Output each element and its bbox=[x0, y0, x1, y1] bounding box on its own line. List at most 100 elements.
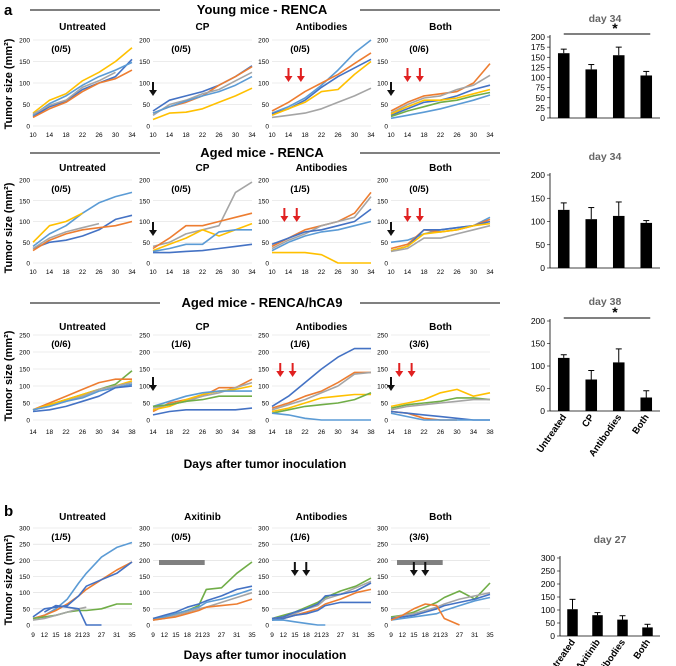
series-line-lightblue bbox=[152, 588, 253, 621]
y-tick-label: 150 bbox=[19, 59, 30, 66]
x-tick-label: 10 bbox=[29, 269, 37, 276]
y-tick-label: 250 bbox=[258, 333, 269, 340]
bar-y-tick-label: 75 bbox=[536, 83, 546, 93]
bar-y-tick-label: 25 bbox=[536, 103, 546, 113]
series-line-green bbox=[390, 397, 491, 409]
line-panel-r0-p2: 0 50 100 150 200 10 14 18 22 26 30 34 Antibodies (0/5… bbox=[258, 22, 375, 139]
series-line-lightblue bbox=[32, 541, 133, 620]
bar bbox=[640, 75, 653, 118]
bar-y-tick-label: 100 bbox=[531, 73, 545, 83]
y-tick-label: 0 bbox=[384, 623, 388, 630]
x-tick-label: 34 bbox=[112, 429, 120, 436]
bar-chart-1: 0 50 100 150 200 day 34 bbox=[531, 151, 660, 273]
series-line-gray bbox=[152, 71, 253, 116]
panel-ratio: (1/5) bbox=[51, 532, 71, 543]
series-line-orange bbox=[390, 63, 491, 112]
x-tick-label: 26 bbox=[215, 269, 223, 276]
x-tick-label: 31 bbox=[352, 632, 360, 639]
y-tick-label: 50 bbox=[23, 401, 31, 408]
y-tick-label: 250 bbox=[19, 542, 30, 549]
ylabel-row3: Tumor size (mm²) bbox=[3, 330, 15, 421]
series-line-orange bbox=[390, 218, 491, 250]
x-tick-label: 26 bbox=[453, 132, 461, 139]
black-arrow-icon-head bbox=[149, 385, 157, 391]
x-tick-label: 14 bbox=[166, 269, 174, 276]
y-tick-label: 0 bbox=[384, 418, 388, 425]
red-arrow-icon bbox=[284, 68, 293, 82]
red-arrow-icon bbox=[415, 68, 424, 82]
series-line-blue bbox=[271, 347, 371, 408]
x-tick-label: 18 bbox=[404, 429, 412, 436]
x-tick-label: 30 bbox=[112, 269, 120, 276]
bar-y-tick-label: 50 bbox=[546, 618, 556, 628]
y-tick-label: 200 bbox=[258, 350, 269, 357]
x-tick-label: 18 bbox=[46, 429, 54, 436]
red-arrow-icon bbox=[280, 208, 289, 222]
x-tick-label: 21 bbox=[314, 632, 322, 639]
series-line-yellow bbox=[271, 393, 371, 413]
x-tick-label: 22 bbox=[437, 269, 445, 276]
xlabel-panel-b: Days after tumor inoculation bbox=[184, 648, 347, 662]
x-tick-label: 9 bbox=[31, 632, 35, 639]
y-tick-label: 50 bbox=[381, 606, 389, 613]
red-arrow-icon bbox=[403, 208, 412, 222]
x-tick-label: 34 bbox=[128, 132, 136, 139]
y-tick-label: 300 bbox=[139, 526, 150, 533]
x-tick-label: 38 bbox=[367, 429, 375, 436]
y-tick-label: 250 bbox=[139, 542, 150, 549]
y-tick-label: 0 bbox=[26, 261, 30, 268]
x-tick-label: 26 bbox=[318, 429, 326, 436]
series-line-gray bbox=[390, 74, 491, 114]
x-tick-label: 15 bbox=[410, 632, 418, 639]
panel-title: Both bbox=[429, 322, 452, 333]
y-tick-label: 100 bbox=[19, 384, 30, 391]
y-tick-label: 100 bbox=[258, 590, 269, 597]
series-line-orange bbox=[152, 212, 253, 250]
x-tick-label: 10 bbox=[387, 269, 395, 276]
series-line-blue bbox=[32, 214, 133, 250]
y-tick-label: 300 bbox=[258, 526, 269, 533]
y-tick-label: 100 bbox=[377, 384, 388, 391]
x-tick-label: 34 bbox=[248, 132, 256, 139]
y-tick-label: 50 bbox=[143, 606, 151, 613]
bar-chart-title: day 34 bbox=[589, 13, 622, 25]
line-panel-r2-p2: 0 50 100 150 200 250 14 18 22 26 30 34 38 Antibodies (… bbox=[258, 322, 375, 436]
bar bbox=[592, 615, 603, 636]
bar-y-tick-label: 300 bbox=[541, 553, 555, 563]
x-tick-label: 30 bbox=[95, 429, 103, 436]
panel-title: Untreated bbox=[59, 322, 106, 333]
x-tick-label: 21 bbox=[195, 632, 203, 639]
y-tick-label: 100 bbox=[19, 219, 30, 226]
y-tick-label: 0 bbox=[146, 623, 150, 630]
series-line-lightblue bbox=[152, 229, 252, 253]
black-arrow-icon-head bbox=[421, 570, 430, 576]
red-arrow-icon-head bbox=[403, 216, 412, 222]
red-arrow-icon-head bbox=[280, 216, 289, 222]
x-tick-label: 30 bbox=[470, 132, 478, 139]
x-tick-label: 34 bbox=[367, 132, 375, 139]
x-tick-label: 34 bbox=[248, 269, 256, 276]
panel-ratio: (0/5) bbox=[51, 44, 71, 55]
y-tick-label: 100 bbox=[19, 590, 30, 597]
significance-star: * bbox=[612, 20, 618, 36]
x-tick-label: 12 bbox=[161, 632, 169, 639]
y-tick-label: 150 bbox=[377, 198, 388, 205]
y-tick-label: 100 bbox=[139, 590, 150, 597]
x-tick-label: 22 bbox=[182, 429, 190, 436]
bar-chart-title: day 27 bbox=[594, 534, 627, 546]
bar-y-tick-label: 200 bbox=[531, 32, 545, 42]
x-tick-label: 26 bbox=[453, 269, 461, 276]
bar-category-label: Both bbox=[632, 637, 654, 661]
line-panel-r1-p1: 0 50 100 150 200 10 14 18 22 26 30 34 CP (0/5) bbox=[139, 163, 256, 276]
y-tick-label: 0 bbox=[384, 124, 388, 131]
x-tick-label: 22 bbox=[199, 269, 207, 276]
y-tick-label: 50 bbox=[143, 240, 151, 247]
series-line-gray bbox=[390, 591, 491, 620]
line-panel-r3-p0: 0 50 100 150 200 250 300 9 12 15 18 21 23 27 31 35 Untre… bbox=[19, 512, 136, 639]
bar-y-tick-label: 0 bbox=[540, 406, 545, 416]
x-tick-label: 30 bbox=[232, 132, 240, 139]
panel-title: CP bbox=[196, 163, 210, 174]
x-tick-label: 10 bbox=[149, 269, 157, 276]
